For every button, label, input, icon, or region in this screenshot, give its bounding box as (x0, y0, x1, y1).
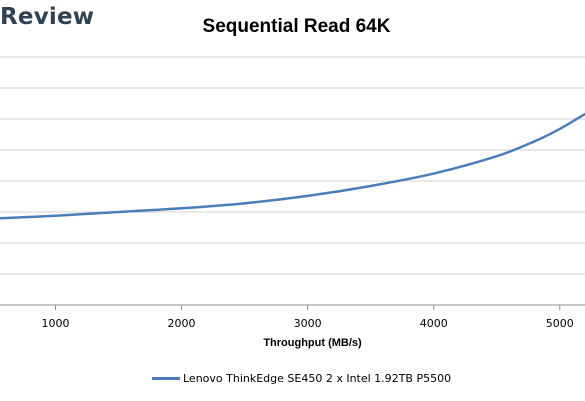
x-tick-label: 3000 (294, 317, 322, 330)
legend-swatch (152, 377, 180, 380)
x-axis-label: Throughput (MB/s) (263, 337, 362, 349)
x-tick-label: 1000 (41, 317, 69, 330)
gridlines (0, 56, 585, 306)
x-tick-label: 4000 (420, 317, 448, 330)
legend-label: Lenovo ThinkEdge SE450 2 x Intel 1.92TB … (183, 372, 452, 385)
brand-logo-text: Review (0, 4, 95, 30)
x-tick-label: 2000 (168, 317, 196, 330)
x-tick-label: 5000 (546, 317, 574, 330)
legend: Lenovo ThinkEdge SE450 2 x Intel 1.92TB … (152, 372, 451, 385)
x-tick-labels: 1000 2000 3000 4000 5000 (41, 305, 574, 330)
chart-title: Sequential Read 64K (202, 16, 391, 37)
series-line (0, 112, 585, 220)
series-lines (0, 112, 585, 220)
